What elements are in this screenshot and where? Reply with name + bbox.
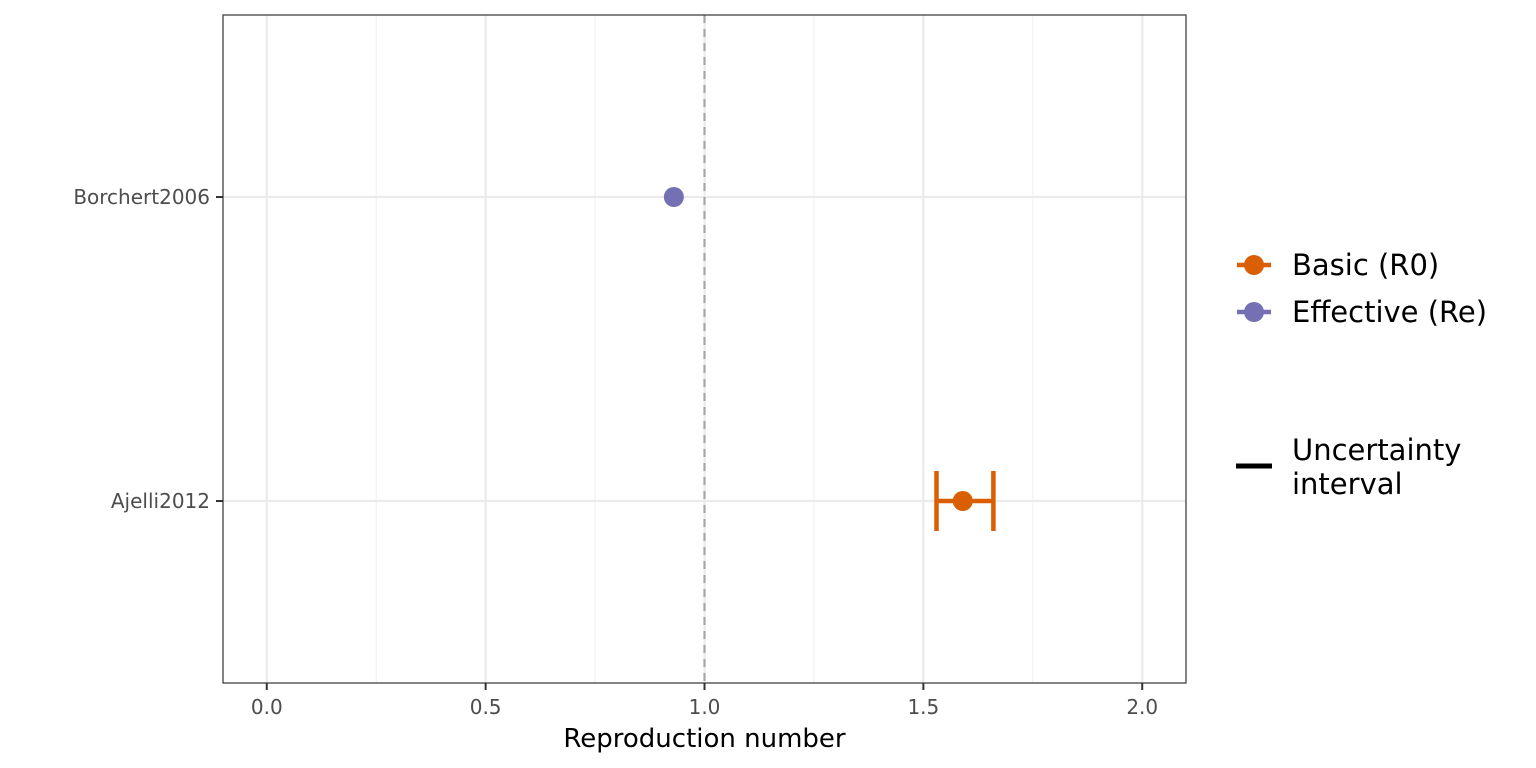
data-point: [663, 187, 684, 207]
legend-interval-label-line2: interval: [1292, 467, 1403, 501]
legend-interval-label-line1: Uncertainty: [1292, 433, 1461, 467]
x-tick-label: 0.0: [251, 695, 283, 719]
x-tick-label: 1.0: [689, 695, 721, 719]
x-tick-label: 0.5: [470, 695, 502, 719]
legend: Basic (R0) Effective (Re) Uncertaintyinter…: [1236, 248, 1487, 501]
legend-label: Effective (Re): [1292, 295, 1487, 329]
y-tick-label: Ajelli2012: [111, 489, 210, 513]
data-point: [952, 491, 973, 511]
x-tick-label: 2.0: [1126, 695, 1158, 719]
legend-key-point: [1244, 255, 1264, 275]
legend-key-point: [1244, 302, 1264, 322]
x-axis-title: Reproduction number: [563, 724, 846, 754]
axes: 0.0 0.5 1.0 1.5 2.0 Borchert2006 Ajelli2012: [73, 185, 1158, 719]
x-tick-label: 1.5: [907, 695, 939, 719]
data-marks: [663, 187, 996, 531]
legend-label: Basic (R0): [1292, 248, 1439, 282]
y-tick-label: Borchert2006: [73, 185, 210, 209]
